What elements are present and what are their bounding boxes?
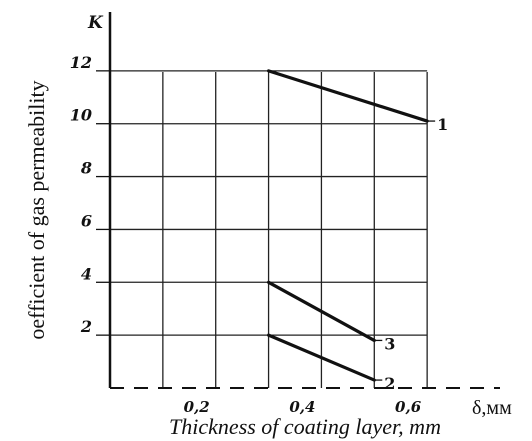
x-tick-labels: 0,2 0,4 0,6 [184,398,422,416]
x-tick-label: 0,4 [289,398,315,416]
y-tick-label: 12 [70,53,92,72]
series-line-2 [266,333,376,382]
y-tick-labels: 2 4 6 8 10 12 [70,53,110,336]
series-line-3 [266,280,376,343]
y-tick-label: 6 [81,211,92,230]
y-axis-symbol: K [87,13,104,33]
series-lines: 1 3 2 [266,69,448,393]
y-tick-label: 4 [81,264,92,283]
y-tick-label: 2 [80,317,92,336]
x-axis-label: Thickness of coating layer, mm [169,414,441,439]
x-axis-symbol: δ,мм [472,397,512,419]
y-tick-label: 10 [70,106,92,125]
series-line-1 [266,69,429,123]
axes [108,12,500,389]
series-label-2: 2 [384,374,395,393]
x-tick-label: 0,2 [184,398,210,416]
grid [110,70,428,388]
x-tick-label: 0,6 [395,398,422,416]
y-axis-label: oefficient of gas permeability [24,80,49,339]
series-label-3: 3 [384,334,395,353]
series-label-1: 1 [437,115,448,134]
y-tick-label: 8 [80,159,92,178]
